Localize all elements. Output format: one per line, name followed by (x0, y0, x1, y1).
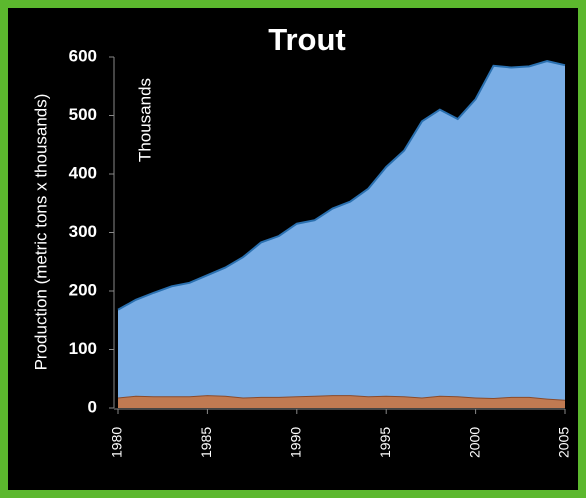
area (118, 61, 565, 400)
area-edge (117, 60, 566, 311)
area (118, 395, 565, 408)
x-tick-label: 1980 (109, 427, 125, 458)
x-tick-label: 2000 (466, 427, 482, 458)
y-tick-label: 500 (69, 105, 97, 124)
y-tick-label: 0 (88, 397, 97, 416)
y-axis-label: Production (metric tons x thousands) (31, 94, 50, 371)
x-tick-label: 2005 (556, 427, 572, 458)
y-tick-label: 200 (69, 280, 97, 299)
annotation: Thousands (135, 78, 154, 162)
x-tick-label: 1985 (198, 427, 214, 458)
y-tick-label: 400 (69, 163, 97, 182)
y-tick-label: 300 (69, 222, 97, 241)
chart-title: Trout (268, 22, 346, 57)
x-tick-label: 1990 (288, 427, 304, 458)
y-tick-label: 600 (69, 46, 97, 65)
x-tick-label: 1995 (377, 427, 393, 458)
y-tick-label: 100 (69, 339, 97, 358)
